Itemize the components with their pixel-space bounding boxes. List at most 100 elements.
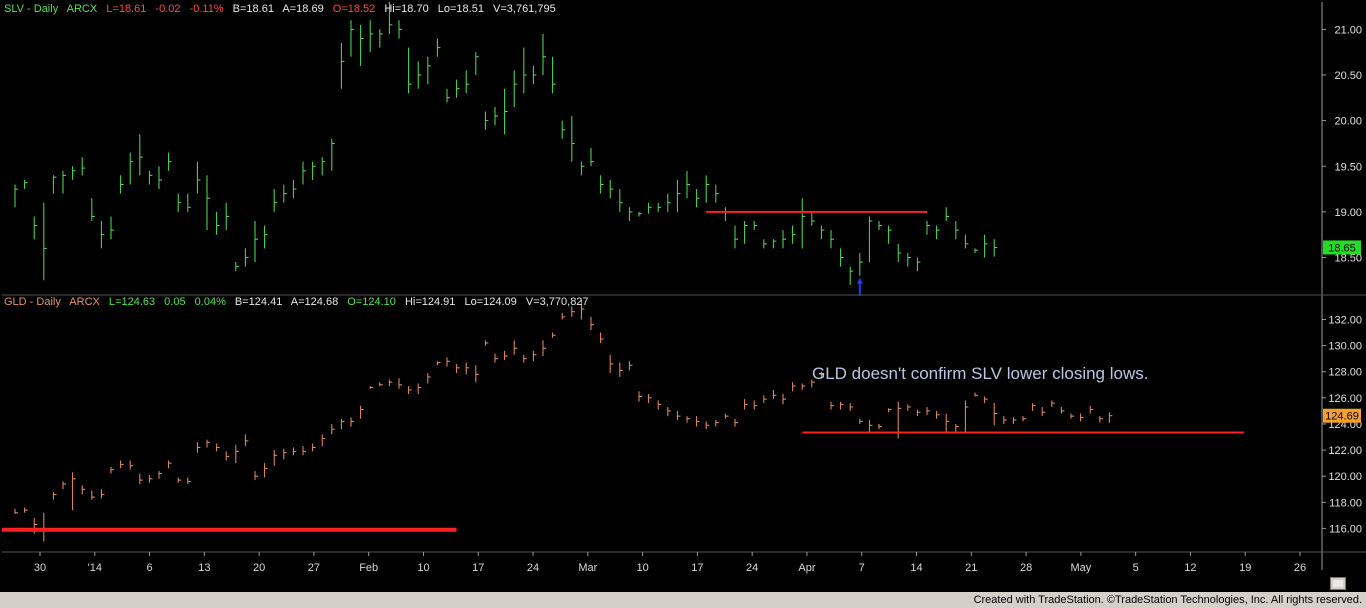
x-tick-label: 5 [1133,562,1139,574]
price-bar [292,179,297,199]
price-bar [436,361,441,366]
price-bar [360,405,364,419]
last-price-tag [1323,408,1361,423]
price-bar [398,378,402,389]
price-bar [504,350,508,360]
price-bar [964,234,969,249]
price-bar [974,248,978,253]
x-tick-label: May [1070,562,1091,574]
price-bar [753,221,758,231]
price-bar [494,106,498,126]
price-bar [62,481,66,490]
last-price-label: 124.69 [1325,411,1359,423]
price-bar [523,354,527,363]
price-bar [225,202,230,231]
price-bar [504,88,508,135]
price-bar [1041,406,1046,417]
slv-price-pane [14,2,998,296]
price-bar [264,225,268,249]
price-bar [484,340,489,346]
price-bar [254,221,258,263]
slv-volume: V=3,761,795 [493,3,556,15]
slv-exchange: ARCX [66,3,98,15]
scrollbar-thumb[interactable] [1333,580,1343,587]
price-bar [312,443,316,452]
price-bar [696,416,700,427]
x-tick-label: 13 [198,562,210,574]
price-bar [206,175,210,231]
price-axes: 18.50 19.00 19.50 20.00 20.50 21.00 18.65 116.0… [2,2,1366,574]
price-bar [408,47,412,94]
price-bar [628,207,633,221]
price-bar [792,225,796,244]
price-bar [283,448,287,460]
price-bar [216,211,220,235]
slv-ask: A=18.69 [282,3,324,15]
price-bar [62,170,66,194]
price-bar [1099,416,1103,423]
price-bar [1003,416,1007,424]
price-bar [590,316,594,330]
price-bar [264,463,268,478]
price-bar [254,470,258,481]
price-bar [571,116,575,162]
price-bar [715,420,719,427]
y-tick-label: 20.00 [1334,116,1362,128]
price-bar [715,184,719,203]
y-tick-label: 128.00 [1328,367,1362,379]
price-bar [1080,413,1084,422]
price-bar [321,157,326,176]
price-bar [542,33,546,75]
y-tick-label: 120.00 [1328,471,1362,483]
price-bar [283,184,287,203]
price-bar [120,175,124,194]
price-bar [206,439,210,448]
slv-change: -0.02 [155,3,181,15]
price-bar [532,350,537,362]
y-tick-label: 122.00 [1328,445,1362,457]
price-bar [350,20,354,57]
price-bar [465,362,470,375]
x-tick-label: 12 [1184,562,1196,574]
price-bar [955,423,959,432]
y-tick-label: 18.50 [1334,253,1362,265]
price-bar [984,234,988,258]
price-bar [859,252,863,276]
price-bar [667,193,671,212]
price-bar [744,399,748,410]
price-bar [484,111,489,130]
slv-header: SLV - Daily ARCX L=18.61 -0.02 -0.11% B=… [4,3,562,15]
x-tick-label: 28 [1020,562,1032,574]
slv-open: O=18.52 [332,3,376,15]
chart-annotation-text: GLD doesn't confirm SLV lower closing lo… [812,364,1149,383]
price-bar [33,216,38,240]
price-bar [158,470,162,479]
price-bar [792,382,796,392]
price-bar [648,202,652,214]
price-bar [552,332,556,338]
horizontal-scrollbar[interactable] [1330,577,1346,590]
price-bar [955,221,959,240]
price-bar [350,417,354,427]
price-bar [638,391,642,402]
x-tick-label: 21 [965,562,977,574]
price-bar [331,138,335,171]
price-bar [513,340,518,355]
price-bar [724,207,729,221]
price-bar [936,225,940,240]
price-bar [859,418,863,424]
price-bar [72,472,76,511]
gld-volume: V=3,770,827 [525,296,589,308]
price-bar [14,508,18,515]
slv-high: Hi=18.70 [384,3,429,15]
price-bar [600,175,604,194]
price-bar [820,225,825,240]
price-bar [734,418,738,427]
price-bar [369,20,374,53]
price-bar [590,148,594,167]
price-bar [916,409,921,417]
price-bar [686,416,690,423]
price-bar [811,379,815,388]
price-bar [110,467,114,474]
price-bar [724,413,729,419]
